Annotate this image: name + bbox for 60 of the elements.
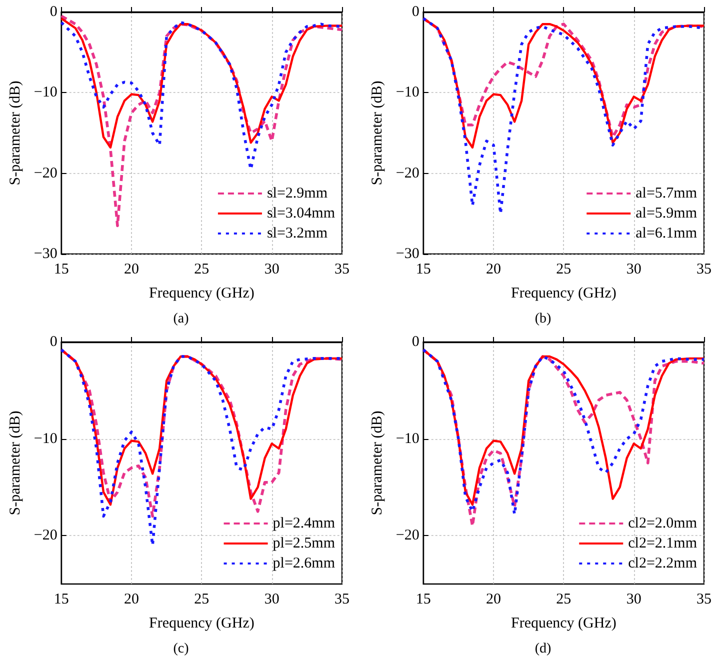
x-tick-label: 20 [486,262,502,278]
y-axis-title: S-parameter (dB) [370,80,386,186]
x-tick-label: 35 [696,592,712,608]
y-axis-title: S-parameter (dB) [8,410,24,516]
legend-label: pl=2.6mm [272,556,336,572]
x-tick-label: 30 [264,592,280,608]
x-tick-label: 35 [696,262,712,278]
x-tick-label: 20 [486,592,502,608]
x-tick-label: 25 [194,592,210,608]
x-tick-label: 15 [54,262,69,278]
y-tick-label: −30 [34,246,58,262]
x-tick-label: 20 [124,592,140,608]
legend-label: sl=2.9mm [266,186,328,202]
y-tick-label: −10 [34,84,58,101]
x-tick-label: 25 [556,262,572,278]
x-tick-label: 15 [416,262,431,278]
y-axis-title: S-parameter (dB) [8,80,24,186]
y-tick-label: −20 [34,528,58,544]
y-tick-label: −10 [396,84,420,101]
y-tick-label: 0 [412,4,420,20]
x-axis-title: Frequency (GHz) [510,286,616,302]
y-tick-label: 0 [412,334,420,350]
text: (d) [534,642,552,656]
legend-label: pl=2.5mm [272,536,336,552]
y-tick-label: 0 [50,334,58,350]
x-axis-title: Frequency (GHz) [148,286,254,302]
legend-label: al=5.7mm [636,186,698,202]
x-tick-label: 25 [194,262,210,278]
text: (a) [173,312,190,326]
x-tick-label: 15 [416,592,431,608]
x-tick-label: 15 [54,592,69,608]
y-tick-label: −20 [34,165,58,182]
line-series [60,14,344,228]
legend-label: al=5.9mm [636,206,698,222]
x-tick-label: 30 [626,592,642,608]
y-tick-label: −10 [34,430,58,447]
x-axis-title: Frequency (GHz) [510,616,616,632]
y-tick-label: −30 [396,246,420,262]
y-axis-title: S-parameter (dB) [370,410,386,516]
x-tick-label: 20 [124,262,140,278]
legend-label: sl=3.04mm [266,206,336,222]
x-tick-label: 30 [626,262,642,278]
x-axis-title: Frequency (GHz) [148,616,254,632]
x-tick-label: 30 [264,262,280,278]
legend-label: sl=3.2mm [266,226,328,242]
legend-label: cl2=2.2mm [628,556,698,572]
text: (c) [173,642,190,656]
x-tick-label: 25 [556,592,572,608]
text: (b) [534,312,552,326]
line-series [60,17,344,149]
y-tick-label: 0 [50,4,58,20]
y-tick-label: −10 [396,430,420,447]
legend-label: al=6.1mm [636,226,698,242]
legend-label: cl2=2.1mm [628,536,698,552]
y-tick-label: −20 [396,165,420,182]
legend-label: pl=2.4mm [272,516,336,532]
y-tick-label: −20 [396,528,420,544]
legend-label: cl2=2.0mm [628,516,698,532]
x-tick-label: 35 [334,592,350,608]
x-tick-label: 35 [334,262,350,278]
